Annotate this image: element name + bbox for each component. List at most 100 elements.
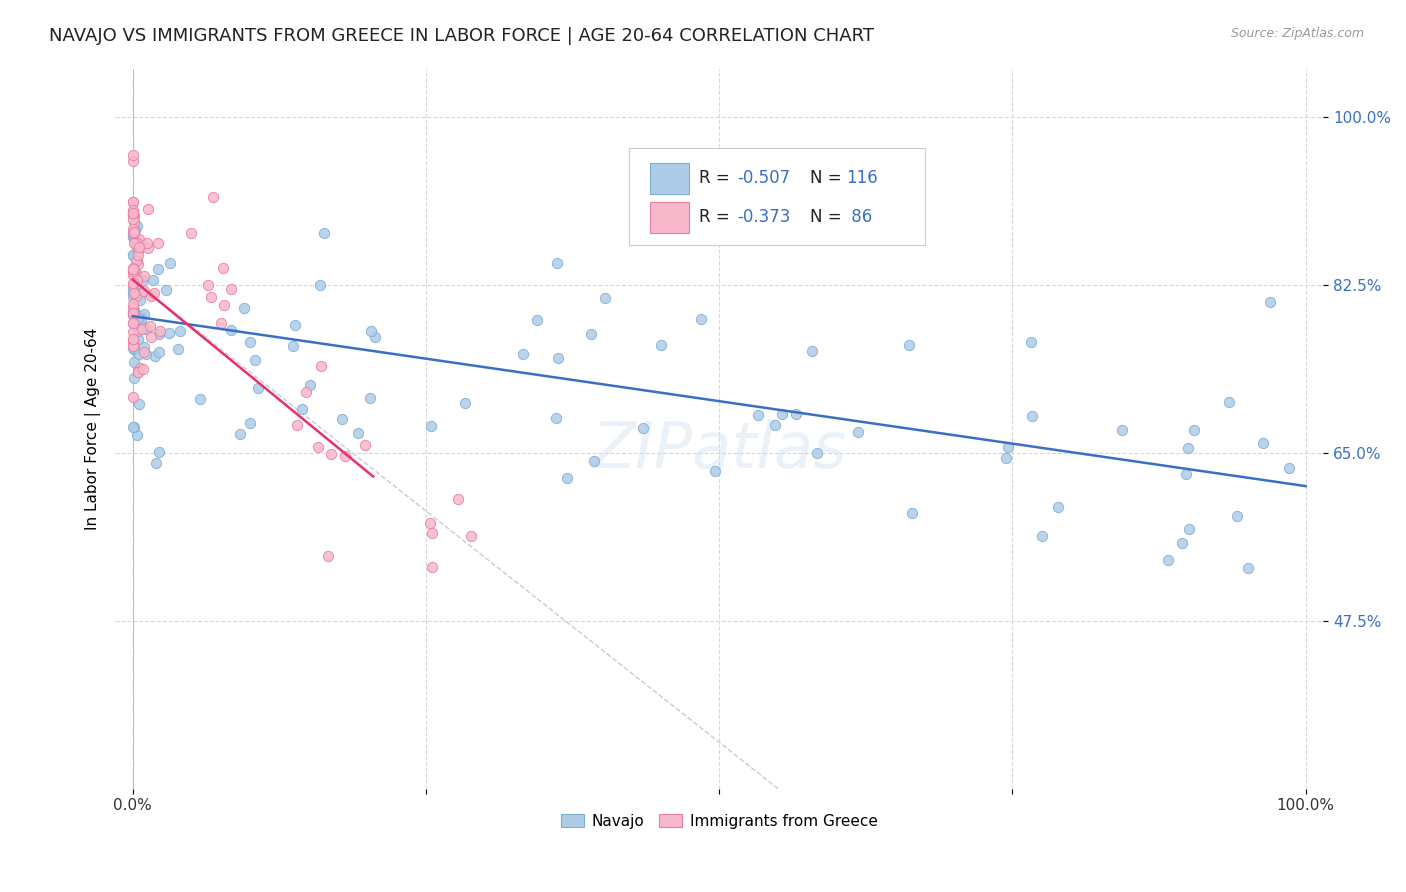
Point — [134, 307, 156, 321]
Point — [139, 289, 162, 303]
Point — [1260, 295, 1282, 310]
Point — [1157, 552, 1180, 566]
Point — [122, 153, 145, 168]
Point — [135, 321, 157, 335]
Point — [125, 317, 148, 331]
Point — [122, 342, 145, 356]
Point — [359, 391, 381, 405]
Point — [1182, 423, 1205, 437]
Point — [298, 377, 321, 392]
Point — [121, 205, 143, 219]
Point — [245, 353, 267, 368]
Point — [763, 418, 786, 433]
Point — [132, 268, 155, 283]
Point — [219, 282, 242, 296]
Point — [122, 303, 145, 318]
Point — [747, 408, 769, 422]
Point — [1031, 529, 1053, 543]
Point — [197, 278, 219, 293]
Point — [122, 339, 145, 353]
Point — [309, 278, 332, 293]
Point — [143, 349, 166, 363]
Point — [360, 324, 382, 338]
Point — [131, 322, 153, 336]
Text: Source: ZipAtlas.com: Source: ZipAtlas.com — [1230, 27, 1364, 40]
Point — [122, 261, 145, 276]
Point — [129, 361, 152, 376]
Point — [127, 428, 149, 442]
Point — [124, 222, 146, 236]
Point — [1177, 442, 1199, 456]
Point — [122, 208, 145, 222]
Point — [806, 446, 828, 460]
Point — [125, 269, 148, 284]
Point — [121, 194, 143, 209]
Point — [124, 225, 146, 239]
FancyBboxPatch shape — [628, 148, 925, 245]
Point — [166, 343, 188, 357]
Point — [900, 506, 922, 520]
Point — [460, 529, 482, 543]
Point — [122, 316, 145, 330]
Point — [121, 276, 143, 290]
Point — [148, 345, 170, 359]
Point — [583, 454, 606, 468]
Point — [593, 291, 616, 305]
Text: R =: R = — [699, 208, 735, 226]
Point — [124, 289, 146, 303]
Point — [1226, 509, 1249, 524]
Point — [124, 354, 146, 368]
Point — [239, 335, 262, 350]
Point — [1047, 500, 1070, 514]
Point — [121, 203, 143, 218]
Point — [1218, 395, 1240, 409]
Point — [898, 337, 921, 351]
Point — [631, 421, 654, 435]
Point — [547, 351, 569, 366]
Point — [650, 338, 672, 352]
Point — [128, 240, 150, 254]
Point — [121, 325, 143, 339]
Point — [209, 316, 232, 330]
Point — [125, 266, 148, 280]
Point — [129, 293, 152, 307]
Point — [995, 450, 1018, 465]
Point — [219, 323, 242, 337]
Point — [127, 365, 149, 379]
Point — [128, 232, 150, 246]
Point — [121, 333, 143, 347]
Point — [122, 210, 145, 224]
Point — [180, 226, 202, 240]
Point — [148, 445, 170, 459]
Point — [307, 440, 329, 454]
Point — [1237, 560, 1260, 574]
Point — [122, 206, 145, 220]
Point — [125, 273, 148, 287]
Point — [188, 392, 211, 406]
Point — [124, 225, 146, 239]
Point — [121, 229, 143, 244]
Point — [125, 238, 148, 252]
Point — [121, 390, 143, 404]
Point — [127, 235, 149, 250]
Point — [555, 471, 578, 485]
Point — [122, 309, 145, 323]
Point — [145, 457, 167, 471]
Point — [316, 549, 339, 563]
Point — [546, 411, 568, 425]
Point — [159, 256, 181, 270]
Point — [1021, 409, 1043, 423]
Point — [124, 268, 146, 282]
Point — [846, 425, 869, 439]
Point — [125, 219, 148, 233]
Point — [121, 290, 143, 304]
Point — [420, 525, 443, 540]
FancyBboxPatch shape — [651, 202, 689, 233]
Point — [419, 418, 441, 433]
Point — [131, 362, 153, 376]
Point — [121, 264, 143, 278]
Point — [121, 305, 143, 319]
Text: 86: 86 — [846, 208, 872, 226]
Point — [122, 286, 145, 301]
Point — [122, 195, 145, 210]
